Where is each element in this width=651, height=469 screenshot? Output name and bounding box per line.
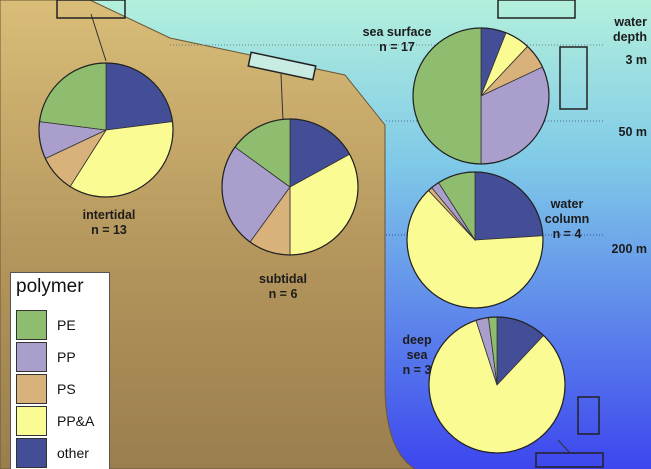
legend-swatch-ppa [16,406,47,436]
pie-deep-sea-outline [428,316,566,454]
label-subtidal-n: n = 6 [268,287,298,301]
sampler-sea-surface [497,0,576,19]
tether-intertidal [90,13,107,62]
depth-header: water depth [587,15,647,45]
pie-sea-surface-outline [412,27,550,165]
label-deep-sea-line1: deep [402,333,432,347]
label-sea-surface: sea surface n = 17 [356,25,438,55]
legend-label-pp: PP [57,349,76,365]
label-deep-sea-line2: sea [406,348,428,362]
label-subtidal: subtidal n = 6 [252,272,314,302]
label-water-column-line2: column [544,212,590,226]
legend-item-pp: PP [16,342,76,372]
pie-charts [38,27,566,454]
legend-item-other: other [16,438,89,468]
sampler-deep-sea-base [535,452,604,468]
label-water-column: water column n = 4 [537,197,597,242]
legend-swatch-ps [16,374,47,404]
pie-water-column-outline [406,171,544,309]
tether-subtidal [280,73,284,122]
pie-intertidal-outline [38,62,174,198]
depth-3m: 3 m [625,53,647,67]
label-intertidal-name: intertidal [82,208,136,222]
legend-swatch-pp [16,342,47,372]
legend-swatch-other [16,438,47,468]
pie-intertidal [38,62,174,198]
depth-200m: 200 m [611,242,647,256]
pie-water-column [406,171,544,309]
label-subtidal-name: subtidal [259,272,307,286]
depth-header-line1: water [614,15,647,29]
legend-item-ps: PS [16,374,76,404]
legend-label-other: other [57,445,89,461]
pie-sea-surface [412,27,550,165]
pie-deep-sea [428,316,566,454]
legend-label-pe: PE [57,317,76,333]
label-sea-surface-n: n = 17 [379,40,415,54]
label-deep-sea: deep sea n = 3 [394,333,440,378]
tether-deep-sea [557,439,571,454]
legend-item-ppa: PP&A [16,406,94,436]
label-deep-sea-n: n = 3 [402,363,432,377]
depth-header-line2: depth [612,30,647,44]
pie-subtidal-outline [221,118,359,256]
sampler-intertidal [56,0,126,19]
legend-label-ppa: PP&A [57,413,95,429]
pie-subtidal [221,118,359,256]
label-intertidal: intertidal n = 13 [78,208,140,238]
depth-50m: 50 m [618,125,648,139]
sampler-deep-sea [577,396,600,435]
legend-title: polymer [16,276,84,297]
legend-label-ps: PS [57,381,76,397]
label-sea-surface-name: sea surface [362,25,432,39]
label-water-column-n: n = 4 [552,227,582,241]
label-water-column-line1: water [550,197,584,211]
sampler-subtidal [247,51,317,81]
label-intertidal-n: n = 13 [91,223,127,237]
sampler-water-column [559,46,588,110]
legend-swatch-pe [16,310,47,340]
legend-item-pe: PE [16,310,76,340]
legend: polymer PE PP PS PP&A other [10,272,110,469]
